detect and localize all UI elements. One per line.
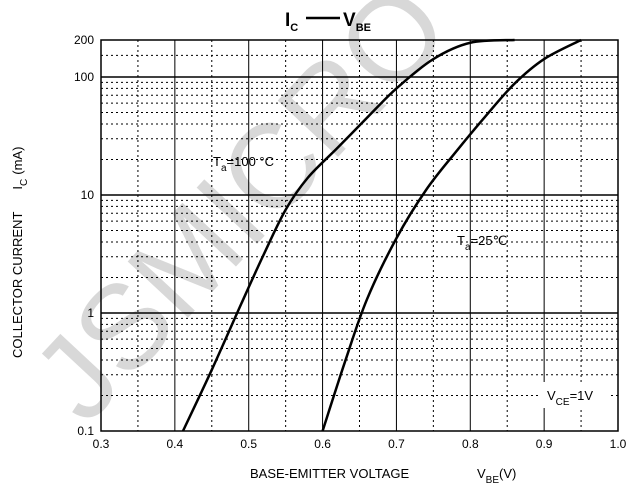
x-axis-label: BASE-EMITTER VOLTAGE [250, 466, 409, 481]
y-axis-label-text: COLLECTOR CURRENT [10, 212, 25, 358]
y-tick-label: 10 [81, 188, 95, 202]
x-tick-label: 0.8 [462, 437, 479, 451]
title-ic: I [285, 10, 290, 31]
y-tick-label: 100 [74, 70, 94, 84]
title-ic-sub: C [290, 22, 298, 34]
series-label-value-1: =25℃ [471, 233, 508, 248]
x-tick-label: 0.6 [314, 437, 331, 451]
grid-lines [101, 40, 618, 431]
y-axis-unit: (mA) [10, 147, 25, 175]
series-label-var-0: T [213, 154, 221, 169]
x-tick-label: 0.5 [240, 437, 257, 451]
x-axis-var: VBE(V) [477, 466, 516, 486]
x-tick-labels: 0.3 0.4 0.5 0.6 0.7 0.8 0.9 1.0 [93, 437, 626, 451]
title-vbe-sub: BE [356, 22, 371, 34]
condition-sub: CE [556, 397, 570, 408]
y-tick-label: 200 [74, 33, 94, 47]
chart-title-vbe: VBE [343, 10, 371, 34]
x-tick-label: 0.9 [536, 437, 553, 451]
condition-label-bg [540, 382, 608, 408]
x-axis-unit: (V) [499, 466, 516, 481]
plot-frame [100, 39, 619, 432]
y-axis-var-sub: C [19, 179, 30, 186]
series-line-ta-25c [321, 38, 582, 432]
series-label-ta-25c: Ta=25℃ [457, 233, 507, 253]
series-label-sub-0: a [221, 163, 227, 174]
x-axis-label-text: BASE-EMITTER VOLTAGE [250, 466, 409, 481]
condition-value: =1V [570, 388, 594, 403]
title-vbe: V [343, 10, 356, 31]
y-tick-label: 0.1 [77, 424, 94, 438]
watermark-text: JSMICRO [7, 0, 473, 445]
x-axis-var-sub: BE [486, 475, 500, 486]
y-axis-label: COLLECTOR CURRENT IC (mA) [10, 147, 30, 358]
x-tick-label: 1.0 [610, 437, 626, 451]
chart-title: IC [285, 10, 298, 34]
x-tick-label: 0.7 [388, 437, 405, 451]
series-label-var-1: T [457, 233, 465, 248]
y-tick-label: 1 [87, 306, 94, 320]
y-tick-labels: 0.1 1 10 100 200 [74, 33, 94, 438]
series-label-value-0: =100 °C [227, 154, 274, 169]
x-tick-label: 0.3 [93, 437, 110, 451]
series-label-ta-100c: Ta=100 °C [213, 154, 274, 174]
x-axis-var-v: V [477, 466, 486, 481]
x-tick-label: 0.4 [167, 437, 184, 451]
series-line-ta-100c [181, 38, 515, 432]
y-axis-var: I [10, 186, 25, 190]
condition-label: VCE=1V [547, 388, 593, 408]
series-label-sub-1: a [465, 242, 471, 253]
condition-var: V [547, 388, 556, 403]
